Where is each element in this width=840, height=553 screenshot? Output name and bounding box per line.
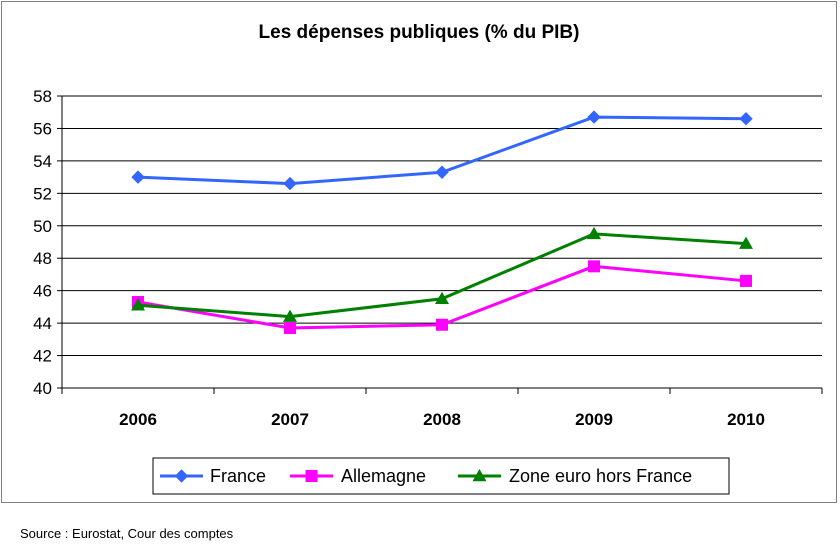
data-point bbox=[131, 298, 145, 311]
y-tick-label: 44 bbox=[33, 314, 52, 333]
y-tick-label: 40 bbox=[33, 379, 52, 398]
legend-marker bbox=[305, 470, 318, 482]
series-france bbox=[131, 110, 753, 191]
series-zone-euro-hors-france bbox=[131, 226, 753, 322]
legend: France Allemagne Zone euro hors France bbox=[152, 457, 730, 495]
legend-box bbox=[152, 457, 730, 495]
y-tick-label: 48 bbox=[33, 249, 52, 268]
y-tick-label: 52 bbox=[33, 184, 52, 203]
y-tick-label: 42 bbox=[33, 347, 52, 366]
y-tick-label: 46 bbox=[33, 282, 52, 301]
data-point bbox=[436, 318, 448, 331]
x-tick-label: 2007 bbox=[271, 410, 309, 429]
legend-marker bbox=[174, 469, 189, 483]
legend-label: France bbox=[210, 466, 266, 486]
legend-label: Allemagne bbox=[341, 466, 426, 486]
x-tick-label: 2009 bbox=[575, 410, 613, 429]
data-point bbox=[435, 165, 449, 179]
legend-marker bbox=[472, 469, 487, 482]
source-note: Source : Eurostat, Cour des comptes bbox=[20, 526, 234, 541]
series-line bbox=[137, 232, 747, 319]
data-point bbox=[587, 110, 601, 124]
axes bbox=[57, 95, 823, 394]
chart-title: Les dépenses publiques (% du PIB) bbox=[259, 22, 580, 43]
y-axis-ticks: 40 42 44 46 48 50 52 54 56 58 bbox=[33, 87, 52, 398]
x-tick-label: 2010 bbox=[727, 410, 765, 429]
data-point bbox=[588, 260, 600, 273]
legend-label: Zone euro hors France bbox=[509, 466, 692, 486]
series-group bbox=[131, 110, 753, 334]
y-tick-label: 56 bbox=[33, 119, 52, 138]
data-point bbox=[739, 236, 753, 249]
x-axis-ticks: 2006 2007 2008 2009 2010 bbox=[119, 410, 765, 429]
data-point bbox=[131, 170, 145, 184]
data-point bbox=[587, 226, 601, 240]
data-point bbox=[740, 274, 752, 287]
data-point bbox=[283, 176, 297, 191]
gridlines bbox=[62, 95, 822, 357]
chart-frame bbox=[1, 1, 837, 503]
y-tick-label: 54 bbox=[33, 152, 52, 171]
data-point bbox=[284, 321, 296, 334]
x-tick-label: 2006 bbox=[119, 410, 157, 429]
data-point bbox=[283, 309, 297, 322]
y-tick-label: 50 bbox=[33, 217, 52, 236]
y-tick-label: 58 bbox=[33, 87, 52, 106]
data-point bbox=[739, 112, 753, 126]
data-point bbox=[435, 291, 449, 305]
x-tick-label: 2008 bbox=[423, 410, 461, 429]
